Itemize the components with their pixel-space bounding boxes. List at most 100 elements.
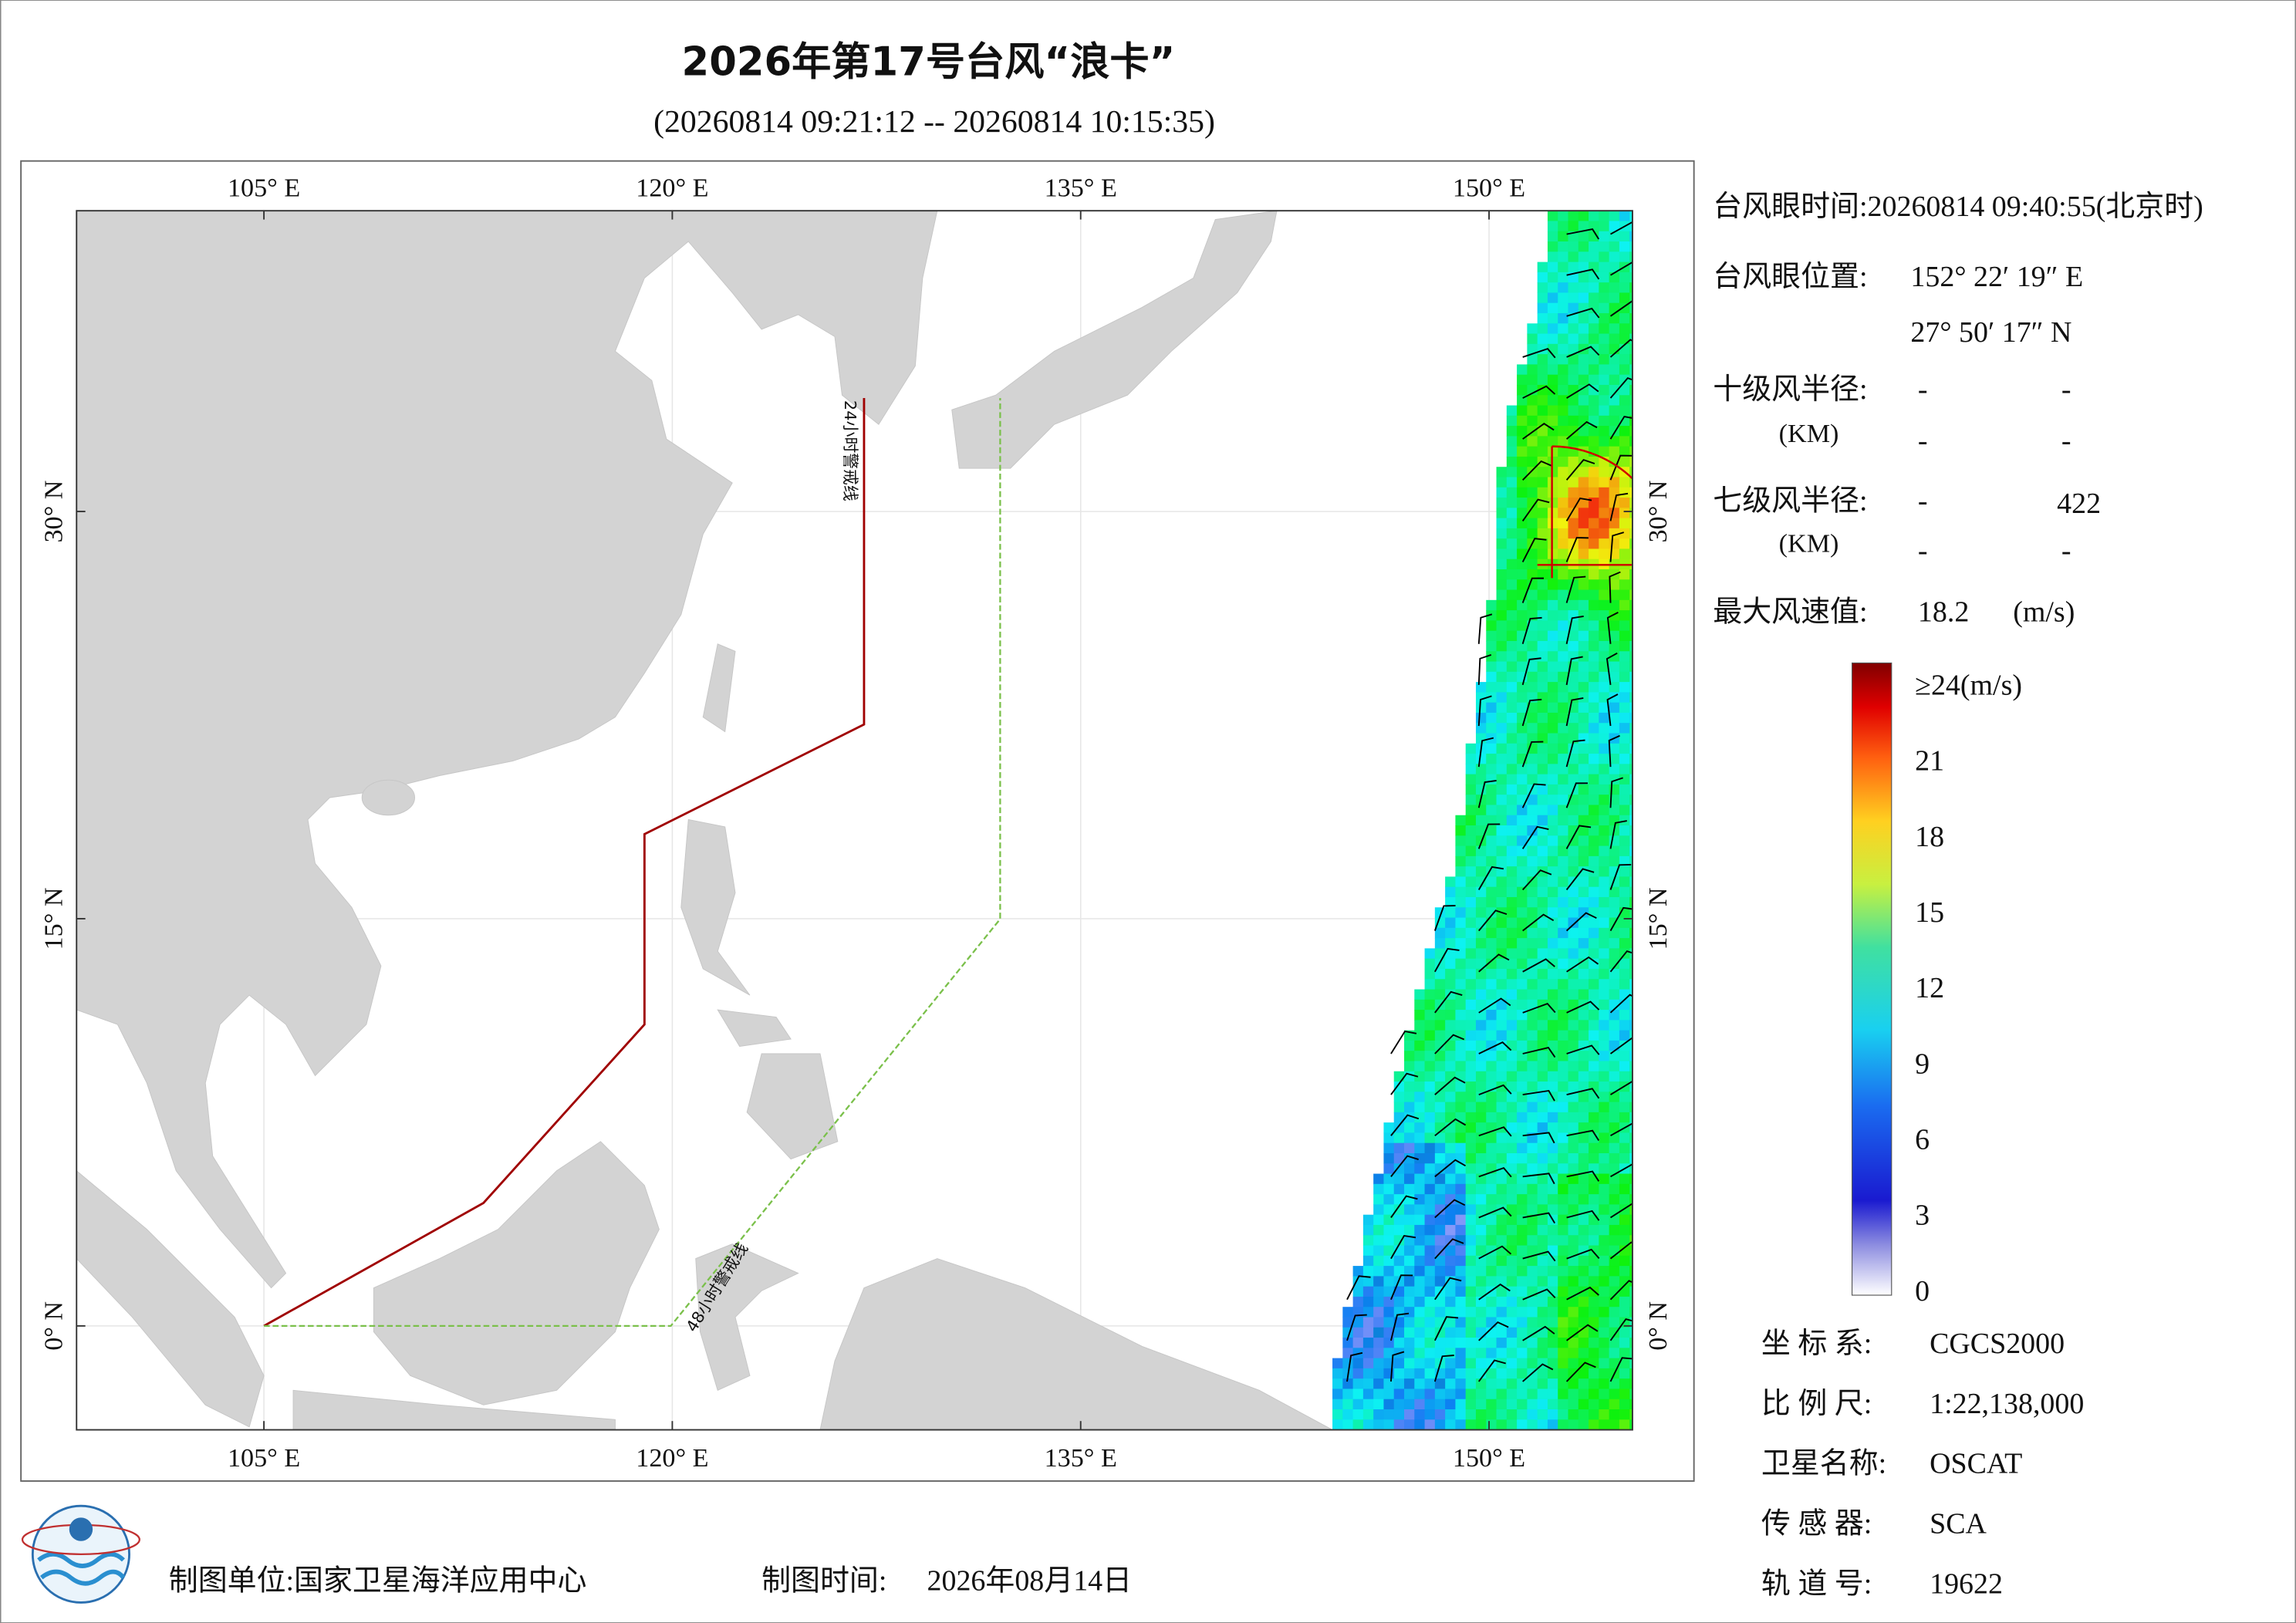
swath-cell xyxy=(1404,1235,1415,1247)
swath-cell xyxy=(1558,1245,1569,1257)
swath-cell xyxy=(1506,989,1518,1000)
swath-cell xyxy=(1434,917,1446,929)
swath-cell xyxy=(1619,599,1630,611)
swath-cell xyxy=(1475,1368,1487,1379)
swath-cell xyxy=(1465,1327,1477,1338)
swath-cell xyxy=(1619,1132,1630,1144)
swath-cell xyxy=(1589,1338,1599,1348)
swath-cell xyxy=(1589,599,1599,611)
swath-cell xyxy=(1629,272,1633,283)
swath-cell xyxy=(1578,313,1589,324)
swath-cell xyxy=(1599,989,1610,1000)
swath-cell xyxy=(1404,1040,1415,1051)
swath-cell xyxy=(1506,927,1518,939)
wind-barb xyxy=(1521,616,1542,645)
swath-cell xyxy=(1629,1266,1633,1277)
swath-cell xyxy=(1496,508,1508,519)
swath-cell xyxy=(1547,1194,1558,1205)
wind-barb xyxy=(1477,613,1493,644)
swath-cell xyxy=(1589,1409,1599,1420)
swath-cell xyxy=(1383,1122,1395,1134)
swath-cell xyxy=(1404,1142,1415,1154)
wind-barb xyxy=(1389,1351,1405,1382)
swath-cell xyxy=(1506,1040,1518,1051)
swath-cell xyxy=(1578,589,1589,601)
swath-cell xyxy=(1362,1245,1374,1257)
swath-cell xyxy=(1475,968,1487,980)
swath-cell xyxy=(1578,743,1589,754)
swath-cell xyxy=(1609,436,1620,447)
swath-cell xyxy=(1629,538,1633,550)
swath-cell xyxy=(1517,938,1528,949)
swath-cell xyxy=(1496,1051,1508,1062)
swath-cell xyxy=(1486,1255,1497,1267)
swath-cell xyxy=(1455,1388,1467,1400)
swath-cell xyxy=(1383,1255,1395,1267)
swath-cell xyxy=(1558,374,1569,386)
swath-cell xyxy=(1455,917,1467,929)
swath-cell xyxy=(1558,1142,1569,1154)
swath-cell xyxy=(1589,989,1599,1000)
swath-cell xyxy=(1445,1358,1456,1369)
swath-cell xyxy=(1496,1214,1508,1226)
swath-cell xyxy=(1486,1317,1497,1328)
swath-cell xyxy=(1496,1204,1508,1216)
swath-cell xyxy=(1609,487,1620,498)
swath-cell xyxy=(1568,1030,1579,1041)
swath-cell xyxy=(1506,886,1518,898)
swath-cell xyxy=(1342,1378,1354,1390)
swath-cell xyxy=(1527,876,1538,888)
swath-cell xyxy=(1558,302,1569,314)
swath-cell xyxy=(1609,620,1620,632)
swath-cell xyxy=(1609,1296,1620,1308)
swath-cell xyxy=(1393,1307,1405,1318)
wind-barb xyxy=(1522,958,1555,973)
swath-cell xyxy=(1537,968,1548,980)
swath-cell xyxy=(1547,1419,1558,1430)
swath-cell xyxy=(1517,1183,1528,1195)
swath-cell xyxy=(1475,1224,1487,1236)
swath-cell xyxy=(1558,876,1569,888)
swath-cell xyxy=(1599,917,1610,929)
swath-cell xyxy=(1619,1255,1630,1267)
swath-cell xyxy=(1568,426,1579,437)
swath-cell xyxy=(1496,1061,1508,1072)
eye-lon: 152° 22′ 19″ E xyxy=(1910,261,2083,293)
swath-cell xyxy=(1619,958,1630,970)
swath-cell xyxy=(1609,384,1620,396)
swath-cell xyxy=(1517,886,1528,898)
swath-cell xyxy=(1527,599,1538,611)
swath-cell xyxy=(1486,989,1497,1000)
swath-cell xyxy=(1383,1317,1395,1328)
swath-cell xyxy=(1475,1378,1487,1390)
swath-cell xyxy=(1506,1173,1518,1185)
swath-cell xyxy=(1629,1255,1633,1267)
swath-cell xyxy=(1629,1204,1633,1216)
swath-cell xyxy=(1629,825,1633,836)
swath-cell xyxy=(1506,825,1518,836)
swath-cell xyxy=(1445,1348,1456,1359)
swath-cell xyxy=(1609,1286,1620,1297)
swath-cell xyxy=(1568,1061,1579,1072)
swath-cell xyxy=(1496,1307,1508,1318)
swath-cell xyxy=(1599,620,1610,632)
swath-cell xyxy=(1558,569,1569,580)
swath-cell xyxy=(1599,333,1610,345)
swath-cell xyxy=(1619,764,1630,775)
swath-cell xyxy=(1599,640,1610,652)
swath-cell xyxy=(1455,1348,1467,1359)
swath-cell xyxy=(1506,743,1518,754)
swath-cell xyxy=(1599,508,1610,519)
swath-cell xyxy=(1475,1102,1487,1113)
swath-cell xyxy=(1619,426,1630,437)
swath-cell xyxy=(1496,896,1508,908)
swath-cell xyxy=(1527,723,1538,734)
swath-cell xyxy=(1537,989,1548,1000)
swath-cell xyxy=(1537,333,1548,345)
swath-cell xyxy=(1445,1378,1456,1390)
swath-cell xyxy=(1465,805,1477,816)
swath-cell xyxy=(1599,548,1610,560)
swath-cell xyxy=(1537,948,1548,960)
swath-cell xyxy=(1537,876,1548,888)
swath-cell xyxy=(1589,1010,1599,1021)
